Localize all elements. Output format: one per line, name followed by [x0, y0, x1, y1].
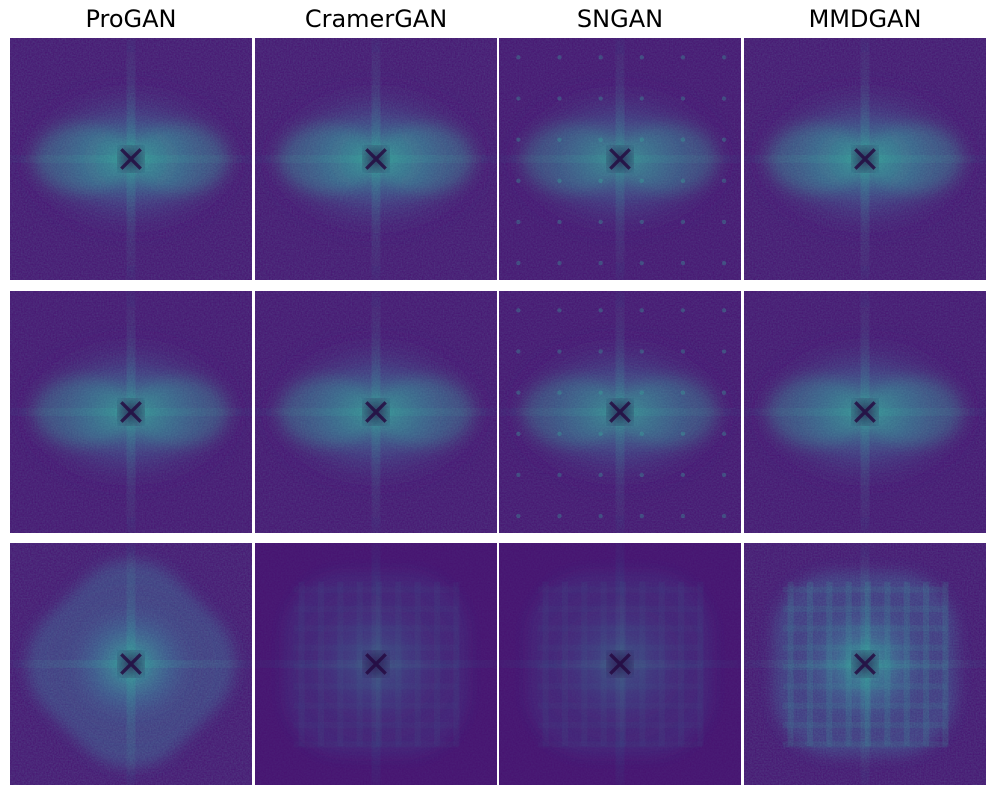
- spectrum-panel-mmdgan-row-2: [744, 291, 986, 533]
- column-title-cramergan: CramerGAN: [304, 5, 448, 33]
- column-title-mmdgan: MMDGAN: [808, 5, 922, 33]
- spectrum-panel-sngan-row-1: [499, 38, 741, 280]
- spectrum-panel-progan-row-3: [10, 543, 252, 785]
- spectrum-panel-mmdgan-row-1: [744, 38, 986, 280]
- spectrum-panel-progan-row-2: [10, 291, 252, 533]
- spectrum-panel-cramergan-row-1: [255, 38, 497, 280]
- spectrum-panel-mmdgan-row-3: [744, 543, 986, 785]
- column-title-sngan: SNGAN: [576, 5, 664, 33]
- spectrum-panel-cramergan-row-2: [255, 291, 497, 533]
- spectrum-panel-sngan-row-3: [499, 543, 741, 785]
- spectrum-panel-progan-row-1: [10, 38, 252, 280]
- spectrum-panel-cramergan-row-3: [255, 543, 497, 785]
- column-title-progan: ProGAN: [85, 5, 177, 33]
- spectrum-panel-sngan-row-2: [499, 291, 741, 533]
